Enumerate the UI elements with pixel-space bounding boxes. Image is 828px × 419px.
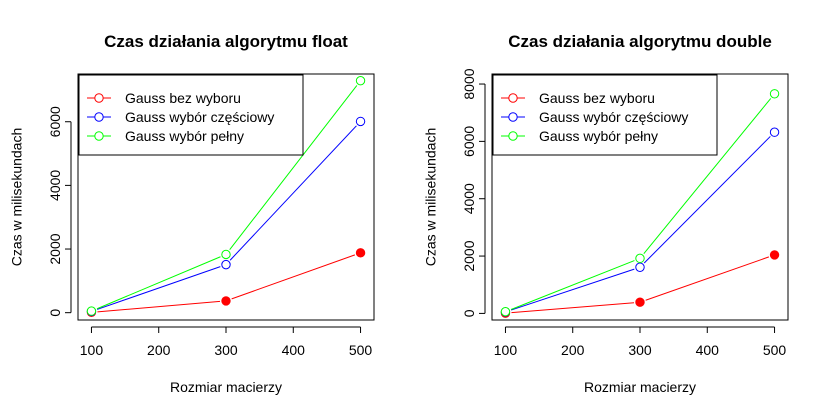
data-point-series-1	[769, 250, 780, 260]
y-tick-label: 4000	[47, 170, 63, 201]
legend-label: Gauss wybór częściowy	[125, 109, 274, 125]
data-point-series-2	[635, 262, 645, 272]
y-tick-label: 6000	[461, 126, 477, 157]
y-tick-label: 8000	[461, 68, 477, 99]
series-line-1	[511, 302, 635, 314]
y-tick-label: 0	[461, 309, 477, 317]
legend-label: Gauss bez wyboru	[125, 90, 241, 106]
legend-label: Gauss wybór pełny	[539, 128, 658, 144]
legend-marker	[94, 112, 104, 122]
plot-frame	[491, 73, 789, 321]
x-tick-label: 300	[628, 342, 652, 358]
y-tick-label: 0	[47, 309, 63, 317]
plot-frame	[77, 73, 375, 321]
series-line-3	[510, 260, 635, 310]
x-tick-label: 400	[282, 342, 306, 358]
data-point-series-3	[86, 306, 97, 316]
legend-label: Gauss bez wyboru	[539, 90, 655, 106]
series-line-2	[229, 125, 357, 261]
chart-panel-float: Czas działania algorytmu float 100 200 300 4…	[9, 32, 375, 395]
data-point-series-3	[769, 89, 780, 99]
x-tick-label: 100	[80, 342, 104, 358]
series-line-3	[229, 85, 358, 251]
y-tick-label: 2000	[461, 240, 477, 271]
x-tick-label: 200	[561, 342, 585, 358]
y-tick-label: 2000	[47, 233, 63, 264]
data-point-series-3	[221, 249, 231, 260]
legend-marker	[508, 112, 518, 122]
data-point-series-2	[221, 259, 231, 270]
series-line-3	[96, 256, 221, 310]
series-line-1	[645, 256, 770, 301]
data-point-series-3	[355, 75, 366, 86]
series-line-1	[97, 300, 221, 313]
x-tick-label: 500	[349, 342, 373, 358]
legend-marker	[94, 131, 104, 141]
data-point-series-3	[635, 253, 645, 264]
series-line-2	[643, 136, 771, 264]
series-line-2	[96, 266, 221, 310]
x-tick-label: 500	[763, 342, 787, 358]
y-axis-label: Czas w milisekundach	[423, 128, 439, 267]
x-tick-label: 200	[147, 342, 171, 358]
legend-label: Gauss wybór pełny	[125, 128, 244, 144]
chart-panel-double: Czas działania algorytmu double 100 200 300…	[423, 32, 789, 395]
x-tick-label: 300	[214, 342, 238, 358]
x-tick-label: 100	[494, 342, 518, 358]
x-axis-label: Rozmiar macierzy	[170, 379, 282, 395]
series-line-1	[231, 254, 356, 300]
chart-title: Czas działania algorytmu float	[104, 32, 348, 51]
legend-marker	[508, 131, 518, 141]
data-point-series-1	[355, 248, 366, 258]
legend-box	[492, 74, 718, 156]
series-line-2	[510, 268, 635, 311]
data-point-series-1	[221, 296, 231, 306]
y-tick-label: 4000	[461, 183, 477, 214]
legend-marker	[94, 93, 104, 103]
x-axis-label: Rozmiar macierzy	[584, 379, 696, 395]
y-tick-label: 6000	[47, 106, 63, 137]
legend-box	[78, 74, 304, 156]
chart-title: Czas działania algorytmu double	[508, 32, 772, 51]
data-point-series-1	[635, 297, 645, 307]
legend-label: Gauss wybór częściowy	[539, 109, 688, 125]
x-tick-label: 400	[696, 342, 720, 358]
data-point-series-2	[769, 127, 780, 137]
data-point-series-3	[500, 306, 511, 317]
series-line-3	[643, 98, 772, 255]
y-axis-label: Czas w milisekundach	[9, 128, 25, 267]
legend-marker	[508, 93, 518, 103]
data-point-series-2	[355, 116, 366, 127]
